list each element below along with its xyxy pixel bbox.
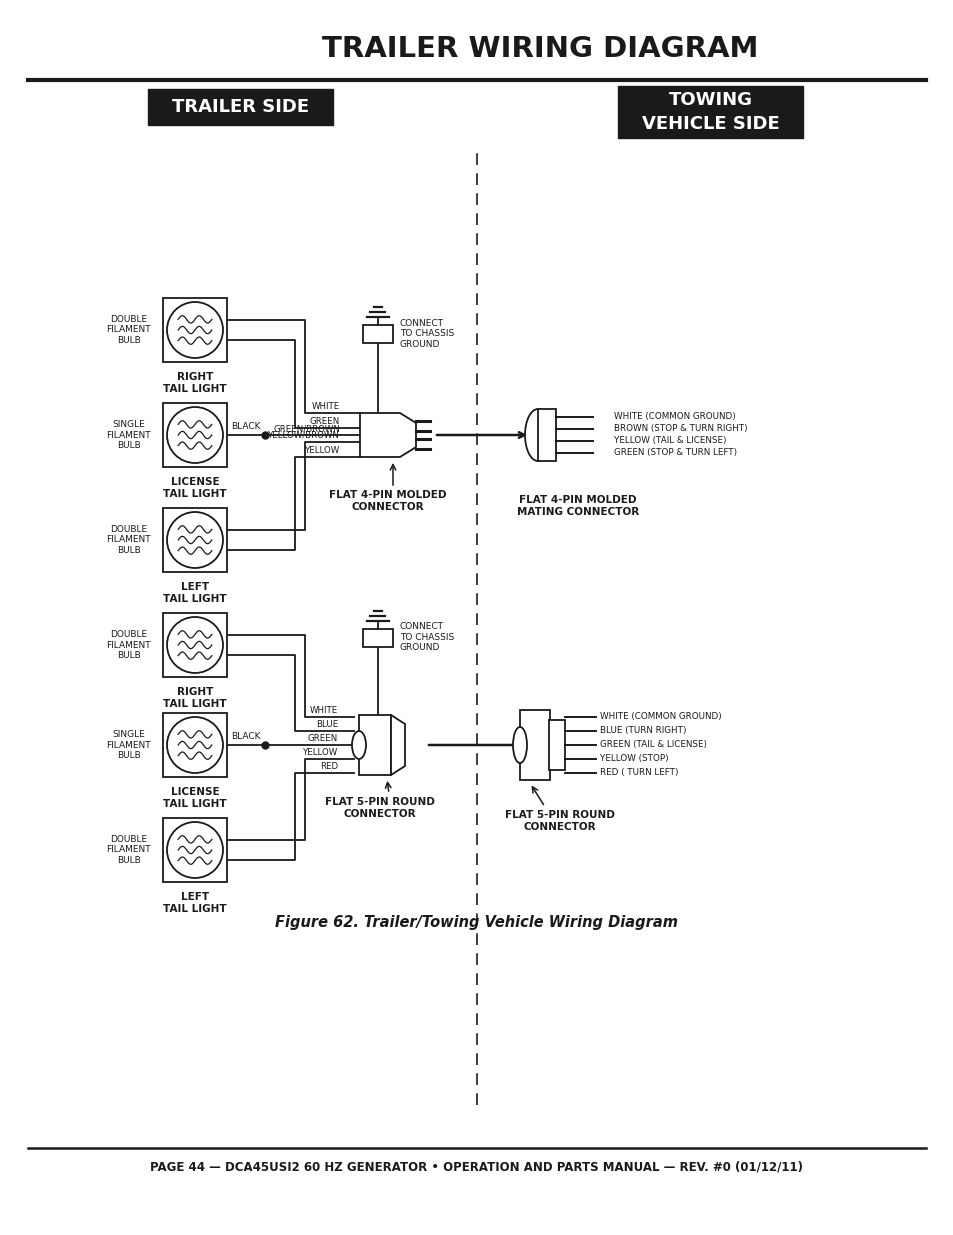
Text: LICENSE
TAIL LIGHT: LICENSE TAIL LIGHT	[163, 787, 227, 809]
Bar	[163, 613, 227, 677]
Bar	[537, 409, 556, 461]
Ellipse shape	[524, 409, 551, 461]
Text: YELLOW (TAIL & LICENSE): YELLOW (TAIL & LICENSE)	[614, 436, 726, 446]
Text: FLAT 5-PIN ROUND
CONNECTOR: FLAT 5-PIN ROUND CONNECTOR	[325, 797, 435, 819]
Text: WHITE (COMMON GROUND): WHITE (COMMON GROUND)	[614, 412, 735, 421]
Text: BLUE (TURN RIGHT): BLUE (TURN RIGHT)	[599, 726, 686, 736]
Bar	[163, 298, 227, 362]
Text: CONNECT
TO CHASSIS
GROUND: CONNECT TO CHASSIS GROUND	[399, 622, 454, 652]
Text: TOWING
VEHICLE SIDE: TOWING VEHICLE SIDE	[641, 91, 779, 133]
Text: WHITE: WHITE	[312, 403, 339, 411]
Text: YELLOW/BROWN: YELLOW/BROWN	[268, 431, 339, 440]
Bar	[548, 720, 564, 769]
Text: DOUBLE
FILAMENT
BULB: DOUBLE FILAMENT BULB	[107, 315, 151, 345]
Text: FLAT 5-PIN ROUND
CONNECTOR: FLAT 5-PIN ROUND CONNECTOR	[504, 810, 615, 831]
Bar	[537, 409, 556, 461]
Text: RIGHT
TAIL LIGHT: RIGHT TAIL LIGHT	[163, 687, 227, 709]
Text: SINGLE
FILAMENT
BULB: SINGLE FILAMENT BULB	[107, 730, 151, 760]
Text: DOUBLE
FILAMENT
BULB: DOUBLE FILAMENT BULB	[107, 525, 151, 555]
Text: GREEN (TAIL & LICENSE): GREEN (TAIL & LICENSE)	[599, 741, 706, 750]
Text: CONNECT
TO CHASSIS
GROUND: CONNECT TO CHASSIS GROUND	[399, 319, 454, 350]
Circle shape	[167, 823, 223, 878]
Text: LICENSE
TAIL LIGHT: LICENSE TAIL LIGHT	[163, 477, 227, 499]
Text: GREEN: GREEN	[310, 417, 339, 426]
Bar	[163, 508, 227, 572]
Text: DOUBLE
FILAMENT
BULB: DOUBLE FILAMENT BULB	[107, 630, 151, 659]
Text: YELLOW: YELLOW	[302, 748, 337, 757]
Bar	[358, 715, 391, 776]
Ellipse shape	[352, 731, 366, 760]
Ellipse shape	[513, 727, 526, 763]
Bar	[163, 713, 227, 777]
Text: BROWN (STOP & TURN RIGHT): BROWN (STOP & TURN RIGHT)	[614, 425, 747, 433]
Text: YELLOW (STOP): YELLOW (STOP)	[599, 755, 668, 763]
Text: PAGE 44 — DCA45USI2 60 HZ GENERATOR • OPERATION AND PARTS MANUAL — REV. #0 (01/1: PAGE 44 — DCA45USI2 60 HZ GENERATOR • OP…	[151, 1161, 802, 1173]
Circle shape	[167, 303, 223, 358]
Bar	[163, 403, 227, 467]
Bar	[163, 818, 227, 882]
Text: LEFT
TAIL LIGHT: LEFT TAIL LIGHT	[163, 582, 227, 604]
Text: RIGHT
TAIL LIGHT: RIGHT TAIL LIGHT	[163, 372, 227, 394]
Text: FLAT 4-PIN MOLDED
CONNECTOR: FLAT 4-PIN MOLDED CONNECTOR	[329, 490, 446, 511]
Text: RED ( TURN LEFT): RED ( TURN LEFT)	[599, 768, 678, 778]
Text: GREEN (STOP & TURN LEFT): GREEN (STOP & TURN LEFT)	[614, 448, 737, 457]
Text: SINGLE
FILAMENT
BULB: SINGLE FILAMENT BULB	[107, 420, 151, 450]
Text: TRAILER SIDE: TRAILER SIDE	[172, 98, 309, 116]
Bar	[363, 629, 393, 647]
Text: LEFT
TAIL LIGHT: LEFT TAIL LIGHT	[163, 892, 227, 914]
Text: Figure 62. Trailer/Towing Vehicle Wiring Diagram: Figure 62. Trailer/Towing Vehicle Wiring…	[275, 915, 678, 930]
Circle shape	[167, 718, 223, 773]
Bar	[363, 325, 393, 343]
Circle shape	[167, 408, 223, 463]
Text: WHITE: WHITE	[310, 706, 337, 715]
Circle shape	[167, 513, 223, 568]
Text: RED: RED	[319, 762, 337, 771]
Text: BLUE: BLUE	[315, 720, 337, 729]
Text: WHITE (COMMON GROUND): WHITE (COMMON GROUND)	[599, 713, 721, 721]
Text: DOUBLE
FILAMENT
BULB: DOUBLE FILAMENT BULB	[107, 835, 151, 864]
Text: FLAT 4-PIN MOLDED
MATING CONNECTOR: FLAT 4-PIN MOLDED MATING CONNECTOR	[517, 495, 639, 516]
Text: TRAILER WIRING DIAGRAM: TRAILER WIRING DIAGRAM	[321, 35, 758, 63]
Polygon shape	[391, 715, 405, 776]
Bar	[148, 89, 333, 125]
Text: GREEN: GREEN	[308, 734, 337, 743]
Text: BLACK: BLACK	[231, 732, 260, 741]
Text: GREEN/BROWN: GREEN/BROWN	[273, 424, 339, 433]
Polygon shape	[359, 412, 416, 457]
Bar	[618, 86, 802, 138]
Bar	[519, 710, 550, 781]
Circle shape	[167, 618, 223, 673]
Text: YELLOW: YELLOW	[304, 446, 339, 454]
Text: BLACK: BLACK	[231, 422, 260, 431]
